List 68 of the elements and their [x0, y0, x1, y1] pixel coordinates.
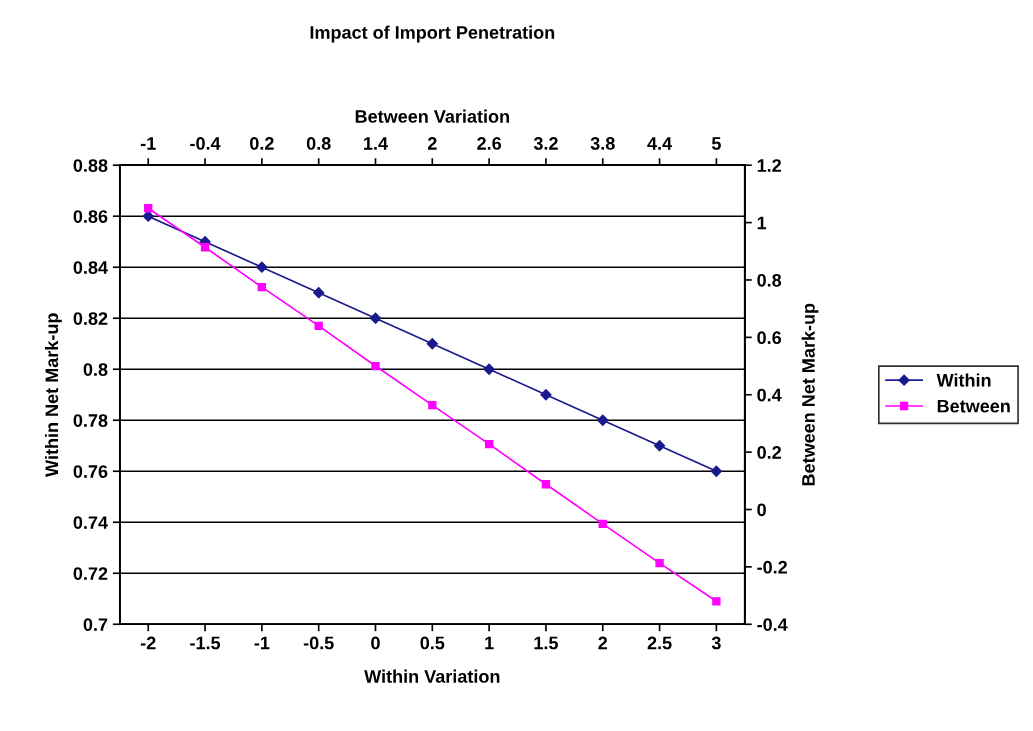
y2-tick-label: 1	[757, 216, 767, 230]
y-tick-label: 0.82	[73, 312, 108, 325]
x-tick-label: 0.5	[420, 636, 445, 650]
y-tick-label: 0.86	[73, 210, 108, 223]
point	[371, 361, 380, 371]
y-tick-label: 0.88	[73, 159, 108, 172]
y2-tick-label: 1.2	[757, 159, 781, 172]
point	[655, 558, 664, 568]
x-tick-label: -1.5	[190, 636, 221, 650]
point	[313, 287, 325, 299]
x-tick-label: 3	[711, 636, 721, 650]
x-tick-label: -0.5	[303, 636, 334, 650]
legend-label: Between	[937, 399, 1010, 413]
x-tick-label: 2.5	[647, 636, 672, 650]
y2-tick-label: 0.4	[757, 388, 782, 402]
x2-tick-label: 2.6	[477, 137, 502, 150]
x-tick-label: 0	[371, 636, 380, 650]
y-tick-label: 0.8	[83, 363, 108, 376]
point	[369, 312, 382, 324]
point	[314, 321, 323, 331]
x2-tick-label: -0.4	[190, 137, 221, 150]
x-tick-label: 2	[598, 636, 608, 650]
x2-tick-label: 3.2	[533, 137, 558, 150]
point	[200, 243, 210, 252]
x2-tick-label: -1	[140, 137, 156, 150]
x2-axis-title: Between Variation	[355, 109, 509, 123]
x2-tick-label: 5	[711, 137, 721, 150]
point	[653, 440, 666, 452]
y-tick-label: 0.84	[73, 261, 108, 274]
y-tick-label: 0.76	[73, 465, 108, 478]
point	[712, 597, 721, 606]
y2-tick-label: 0.2	[757, 446, 781, 459]
y-tick-label: 0.72	[73, 567, 108, 580]
point	[598, 519, 607, 529]
y-tick-label: 0.7	[83, 618, 108, 631]
point	[428, 400, 437, 410]
chart-title: Impact of Import Penetration	[310, 25, 555, 43]
y2-tick-label: -0.4	[757, 618, 788, 631]
y2-tick-label: 0.8	[757, 273, 782, 287]
y2-tick-label: 0.6	[757, 331, 782, 345]
y-tick-label: 0.78	[73, 414, 108, 427]
point	[426, 338, 438, 350]
x-tick-label: 1.5	[534, 636, 558, 650]
point	[484, 439, 494, 449]
x-tick-label: -1	[254, 636, 270, 650]
x2-tick-label: 3.8	[590, 137, 615, 150]
x-tick-label: 1	[485, 636, 494, 650]
y2-tick-label: -0.2	[757, 560, 787, 574]
point	[541, 480, 551, 489]
point	[540, 389, 552, 401]
point	[256, 261, 268, 273]
x2-tick-label: 4.4	[647, 137, 673, 150]
point	[144, 204, 153, 213]
point	[257, 282, 267, 292]
y-tick-label: 0.74	[73, 516, 108, 529]
y2-axis-title: Between Net Mark-up	[801, 303, 819, 486]
point	[597, 414, 609, 426]
x2-tick-label: 2	[427, 137, 437, 150]
point	[710, 465, 722, 477]
x2-tick-label: 0.8	[306, 137, 331, 150]
y2-tick-label: 0	[757, 503, 766, 517]
x-axis-title: Within Variation	[364, 669, 500, 683]
legend-label: Within	[936, 373, 991, 387]
x-tick-label: -2	[140, 636, 156, 650]
x2-tick-label: 0.2	[250, 137, 274, 150]
point	[483, 363, 495, 375]
x2-tick-label: 1.4	[364, 137, 388, 150]
y-axis-title: Within Net Mark-up	[44, 313, 62, 477]
